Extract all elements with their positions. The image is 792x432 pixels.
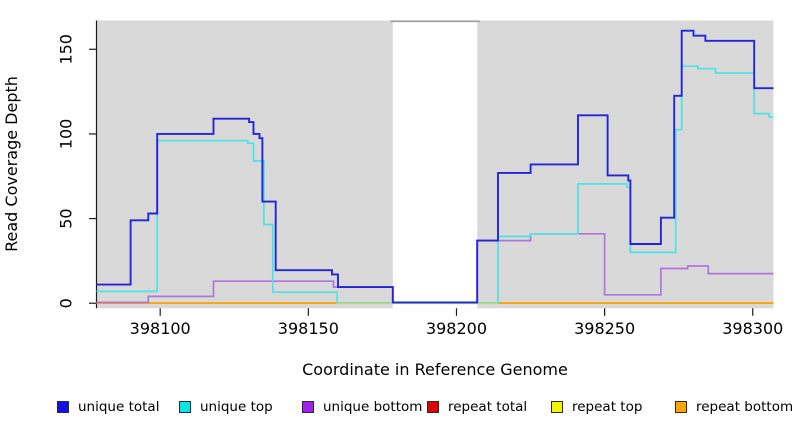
x-tick-label: 398200 — [426, 319, 487, 338]
legend-item-repeat-total: repeat total — [427, 399, 527, 415]
coverage-gap-band — [392, 20, 478, 309]
repeat-total-swatch-icon — [427, 401, 439, 413]
legend: unique total unique top unique bottom re… — [0, 399, 792, 419]
repeat-bottom-swatch-icon — [675, 401, 687, 413]
series-line-unique-top — [96, 65, 774, 305]
x-tick-label: 398300 — [722, 319, 783, 338]
x-tick-label: 398250 — [574, 319, 635, 338]
y-tick-label: 150 — [57, 34, 76, 65]
unique-top-swatch-icon — [179, 401, 191, 413]
series-line-unique-total — [96, 29, 774, 304]
y-tick-label: 0 — [57, 298, 76, 308]
unique-total-swatch-icon — [57, 401, 69, 413]
legend-item-unique-bottom: unique bottom — [302, 399, 422, 415]
x-tick-label: 398150 — [278, 319, 339, 338]
legend-label: repeat bottom — [696, 399, 792, 415]
y-tick-label: 50 — [57, 208, 76, 228]
series-line-unique-bottom — [96, 232, 774, 305]
legend-label: unique bottom — [323, 399, 423, 415]
unique-bottom-swatch-icon — [302, 401, 314, 413]
legend-item-repeat-bottom: repeat bottom — [675, 399, 792, 415]
legend-label: repeat total — [448, 399, 528, 415]
legend-item-unique-total: unique total — [57, 399, 159, 415]
x-axis-title: Coordinate in Reference Genome — [302, 360, 568, 379]
legend-label: unique top — [200, 399, 273, 415]
y-axis-title: Read Coverage Depth — [2, 76, 21, 252]
x-tick-label: 398100 — [130, 319, 191, 338]
legend-label: unique total — [78, 399, 160, 415]
repeat-top-swatch-icon — [551, 401, 563, 413]
legend-item-repeat-top: repeat top — [551, 399, 642, 415]
legend-item-unique-top: unique top — [179, 399, 273, 415]
legend-label: repeat top — [572, 399, 643, 415]
y-tick-label: 100 — [57, 119, 76, 150]
